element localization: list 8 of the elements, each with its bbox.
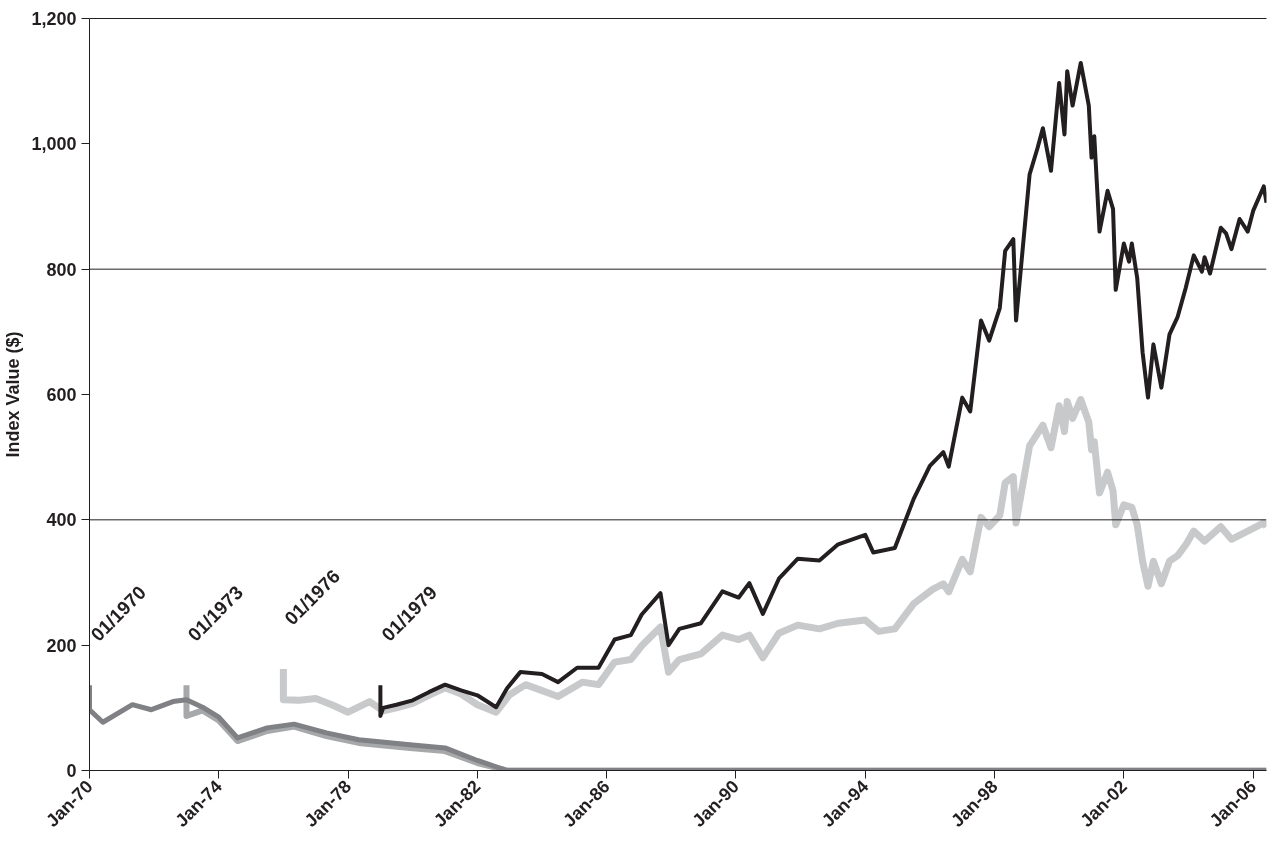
- y-tick-label: 200: [46, 635, 77, 656]
- y-tick-label: 600: [46, 385, 77, 405]
- y-tick-label: 1,000: [31, 134, 77, 155]
- y-tick-label: 0: [66, 761, 77, 781]
- y-tick-label: 800: [46, 259, 77, 280]
- y-axis-title: Index Value ($): [3, 331, 24, 458]
- y-tick-label: 1,200: [31, 9, 77, 29]
- y-tick-label: 400: [46, 510, 77, 531]
